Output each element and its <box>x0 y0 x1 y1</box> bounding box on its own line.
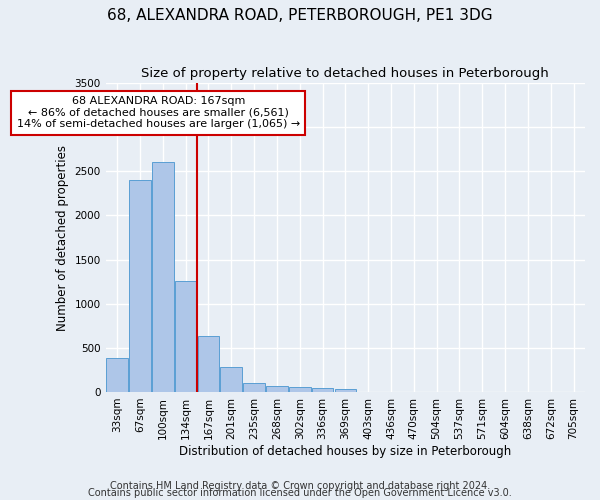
Bar <box>311 388 334 392</box>
Bar <box>243 383 265 392</box>
Text: 68, ALEXANDRA ROAD, PETERBOROUGH, PE1 3DG: 68, ALEXANDRA ROAD, PETERBOROUGH, PE1 3D… <box>107 8 493 22</box>
Text: 68 ALEXANDRA ROAD: 167sqm
← 86% of detached houses are smaller (6,561)
14% of se: 68 ALEXANDRA ROAD: 167sqm ← 86% of detac… <box>17 96 300 130</box>
Title: Size of property relative to detached houses in Peterborough: Size of property relative to detached ho… <box>142 68 549 80</box>
Bar <box>175 281 196 392</box>
Bar <box>106 358 128 392</box>
Bar <box>289 387 311 392</box>
Text: Contains HM Land Registry data © Crown copyright and database right 2024.: Contains HM Land Registry data © Crown c… <box>110 481 490 491</box>
Bar <box>335 389 356 392</box>
Text: Contains public sector information licensed under the Open Government Licence v3: Contains public sector information licen… <box>88 488 512 498</box>
Bar <box>266 386 288 392</box>
Bar <box>220 367 242 392</box>
Bar <box>129 180 151 392</box>
Bar <box>152 162 173 392</box>
Bar <box>197 336 219 392</box>
X-axis label: Distribution of detached houses by size in Peterborough: Distribution of detached houses by size … <box>179 444 511 458</box>
Y-axis label: Number of detached properties: Number of detached properties <box>56 144 69 330</box>
